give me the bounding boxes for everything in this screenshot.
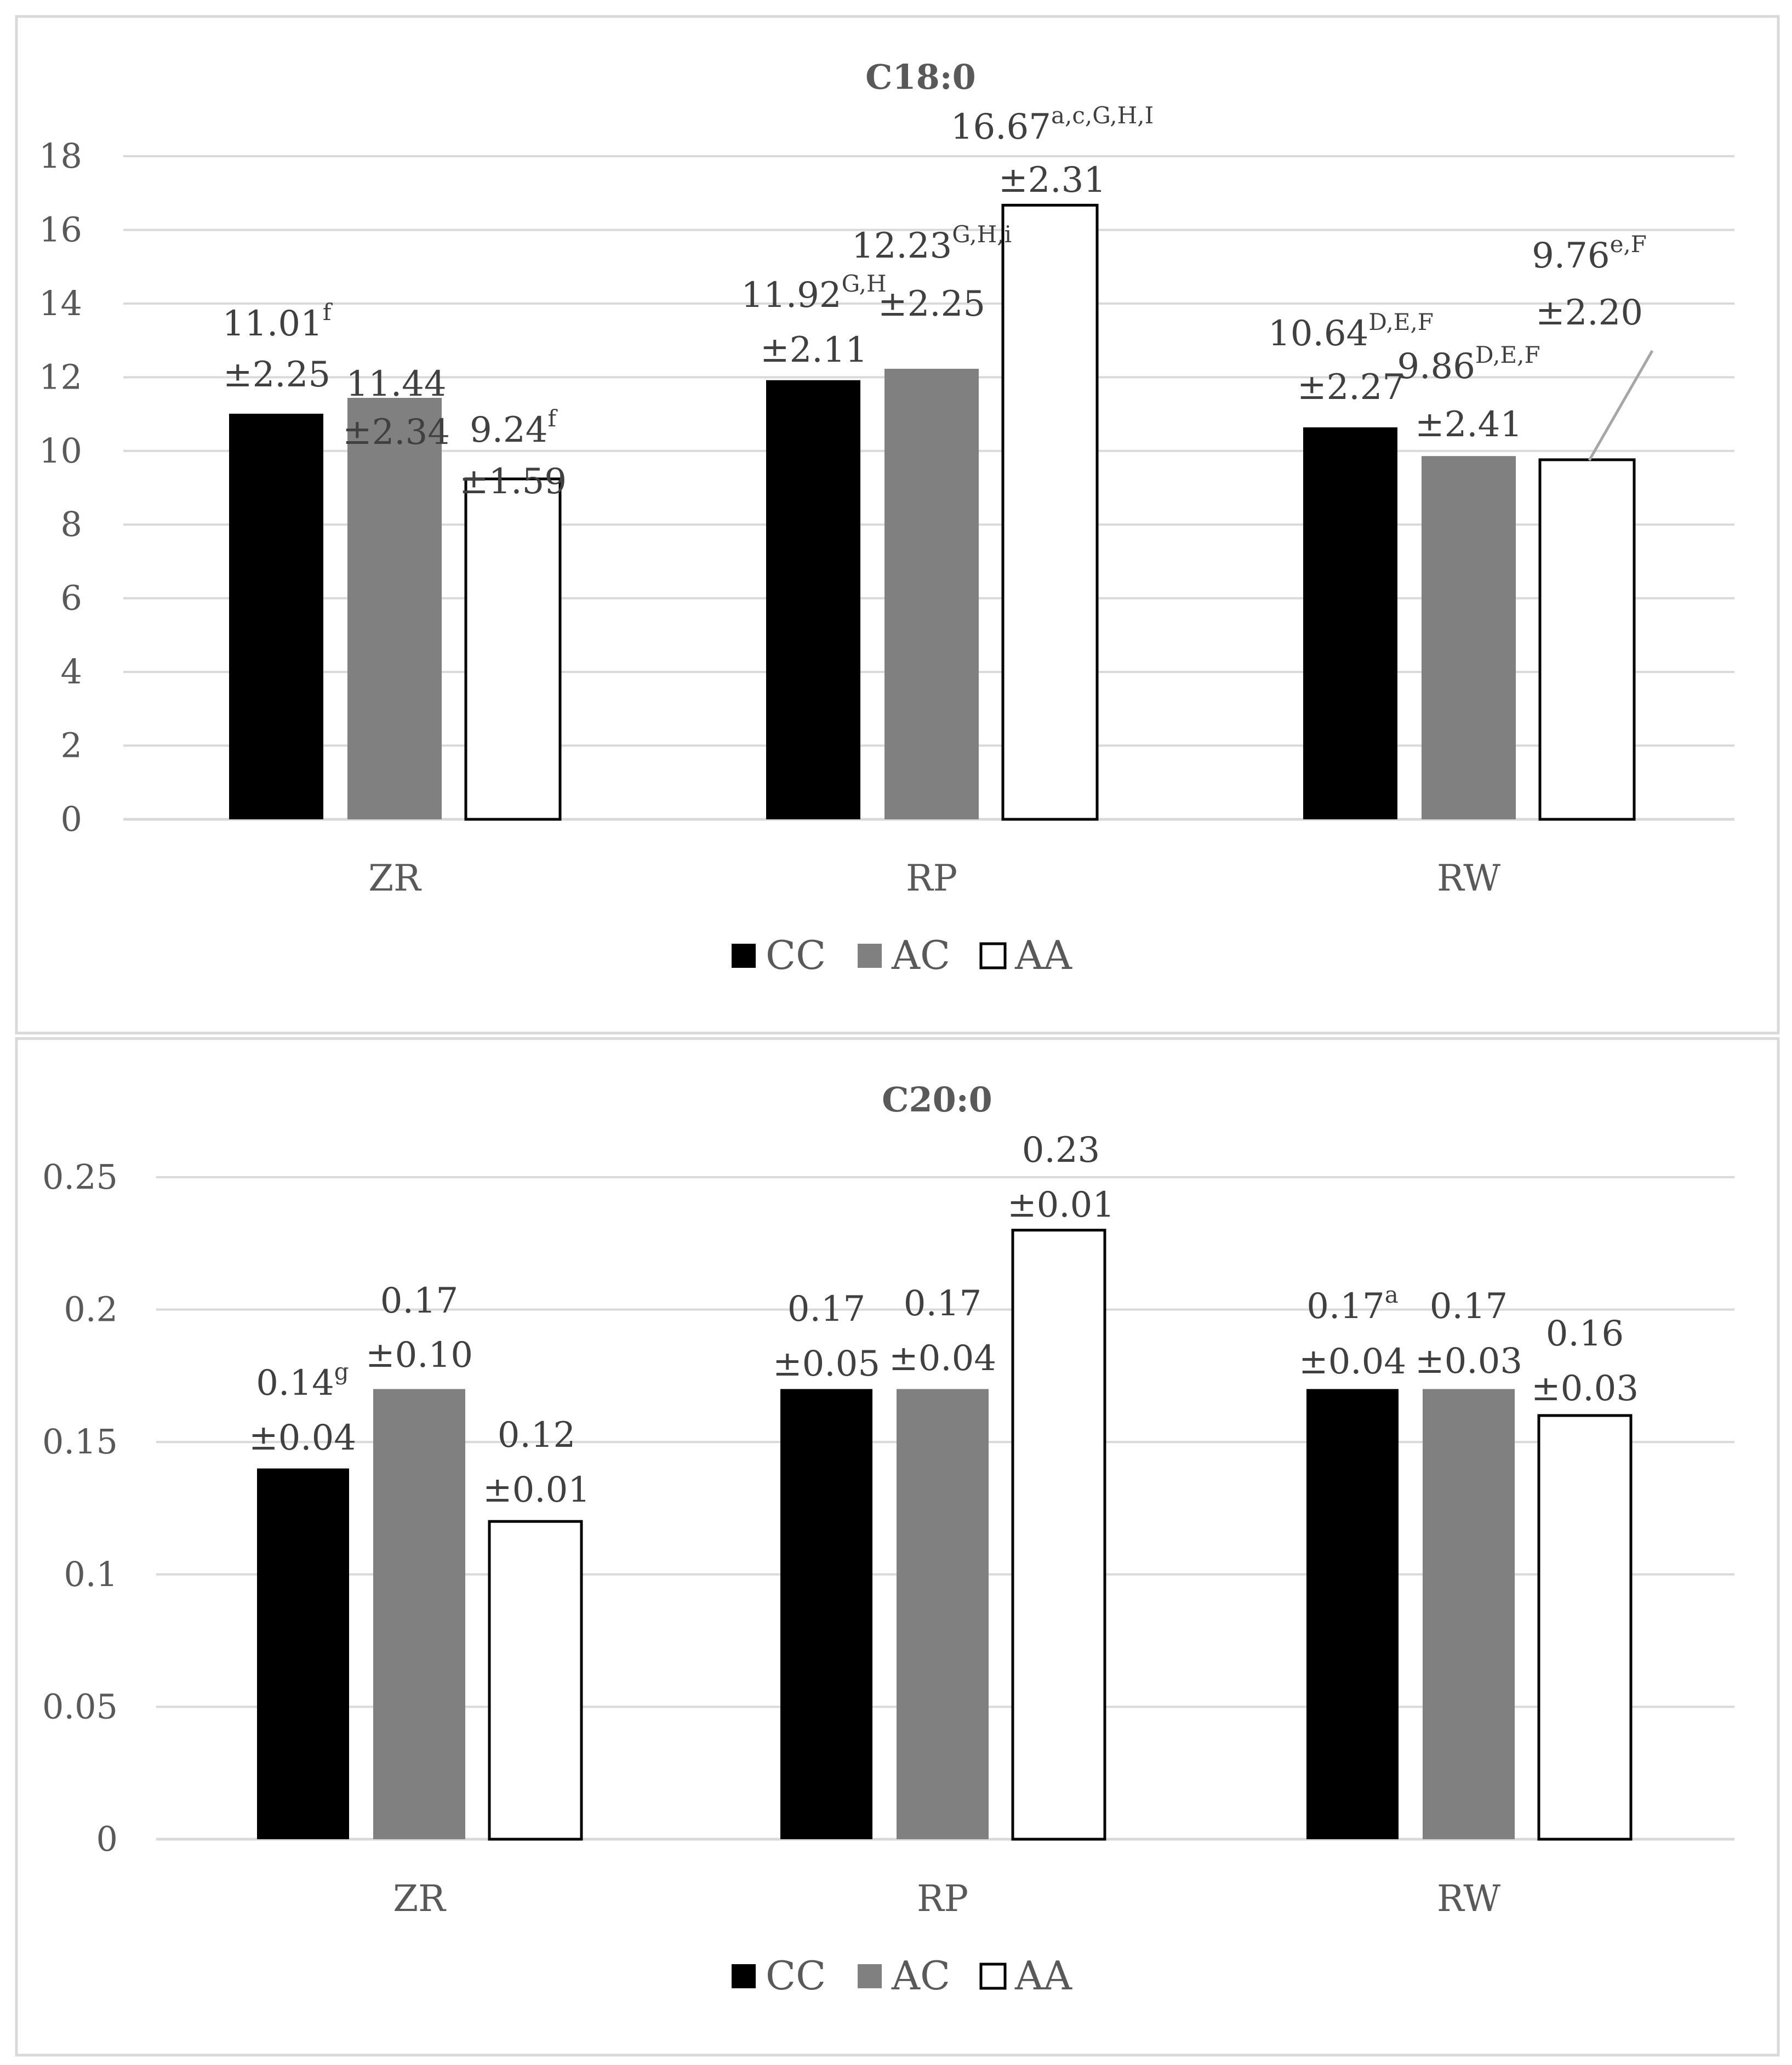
legend-label-cc: CC (766, 1953, 826, 1999)
data-label-value: 11.44 (346, 364, 446, 404)
y-tick-label: 14 (39, 283, 82, 323)
x-category-label: ZR (368, 857, 422, 899)
bar-ac-zr (347, 397, 442, 819)
y-tick-label: 16 (39, 209, 82, 249)
bar-cc-zr (229, 413, 323, 819)
data-label-sd: ±2.25 (878, 284, 985, 324)
legend-swatch-aa (979, 942, 1007, 969)
bar-ac-rw (1422, 456, 1516, 819)
data-label-sd: ±2.31 (998, 160, 1106, 201)
y-tick-label: 0 (96, 1819, 118, 1859)
data-label-sd: ±0.03 (1415, 1341, 1522, 1382)
data-label-value: 0.17 (904, 1284, 982, 1324)
bar-ac-rw (1423, 1389, 1515, 1839)
bar-aa-zr (464, 477, 562, 821)
data-label-value: 9.24f (470, 405, 558, 450)
bar-cc-rp (766, 380, 860, 819)
data-label-sd: ±0.04 (1299, 1342, 1406, 1382)
data-label-value: 0.16 (1546, 1314, 1624, 1354)
data-label-sd: ±0.01 (1007, 1185, 1115, 1225)
data-label-value: 11.01f (222, 299, 333, 344)
bar-ac-rp (897, 1389, 989, 1839)
data-label-sd: ±2.27 (1297, 367, 1405, 408)
data-label-sd: ±0.01 (483, 1470, 590, 1510)
legend-label-ac: AC (891, 1953, 950, 1999)
y-tick-label: 12 (39, 357, 82, 397)
data-label-sd: ±0.05 (773, 1344, 880, 1384)
data-label-sd: ±2.41 (1415, 404, 1522, 445)
y-tick-label: 4 (61, 652, 82, 692)
x-category-label: RW (1437, 1878, 1500, 1920)
bar-cc-zr (257, 1468, 349, 1839)
y-tick-label: 6 (61, 578, 82, 618)
data-label-value: 0.17 (380, 1281, 459, 1321)
legend-swatch-ac (858, 1964, 882, 1988)
legend: CC AC AA (732, 932, 1072, 978)
x-category-label: RP (906, 857, 957, 899)
data-label-sd: ±0.10 (366, 1335, 473, 1376)
bar-aa-zr (488, 1520, 583, 1841)
data-label-sd: ±0.04 (249, 1418, 356, 1458)
legend-label-cc: CC (766, 932, 826, 978)
chart-title: C18:0 (865, 57, 976, 97)
legend-swatch-cc (732, 944, 756, 968)
label-leader-line (1588, 350, 1654, 461)
legend-label-aa: AA (1014, 1953, 1072, 1999)
data-label-value: 0.17 (787, 1289, 866, 1330)
data-label-sd: ±2.34 (343, 412, 450, 453)
data-label-sd: ±0.04 (889, 1338, 996, 1379)
y-tick-label: 0.05 (42, 1686, 118, 1726)
data-label-value: 0.17 (1430, 1286, 1508, 1327)
bar-ac-zr (373, 1389, 465, 1839)
chart-title: C20:0 (882, 1080, 992, 1120)
y-tick-label: 10 (39, 431, 82, 471)
legend-swatch-ac (858, 944, 882, 968)
bar-aa-rp (1001, 203, 1099, 821)
data-label-value: 12.23G,H,i (852, 221, 1012, 266)
x-category-label: ZR (393, 1878, 447, 1920)
data-label-sd: ±0.03 (1531, 1368, 1639, 1409)
data-label-sd: ±2.25 (223, 355, 330, 395)
y-tick-label: 18 (39, 136, 82, 176)
bar-aa-rw (1538, 458, 1636, 821)
legend-swatch-aa (979, 1963, 1007, 1990)
data-label-value: 16.67a,c,G,H,I (951, 102, 1154, 147)
y-tick-label: 0.2 (64, 1290, 118, 1330)
data-label-value: 9.86D,E,F (1397, 341, 1540, 387)
legend-label-aa: AA (1014, 932, 1072, 978)
x-category-label: RP (917, 1878, 968, 1920)
legend-label-ac: AC (891, 932, 950, 978)
data-label-sd: ±2.20 (1536, 293, 1643, 333)
y-tick-label: 8 (61, 504, 82, 544)
data-label-value: 10.64D,E,F (1268, 309, 1434, 354)
bar-cc-rp (780, 1389, 872, 1839)
data-label-value: 9.76e,F (1532, 231, 1647, 276)
data-label-value: 0.23 (1022, 1130, 1100, 1171)
data-label-sd: ±2.11 (760, 330, 868, 370)
y-tick-label: 2 (61, 726, 82, 766)
data-label-value: 0.14g (256, 1358, 349, 1404)
chart-panel-c200: C20:0 0 0.05 0.1 0.15 0.2 0.25 ZR RP RW 0.14g ±0.04… (15, 1037, 1780, 2057)
bar-aa-rp (1011, 1229, 1106, 1841)
data-label-value: 0.17a (1306, 1281, 1399, 1327)
legend: CC AC AA (732, 1953, 1072, 1999)
x-category-label: RW (1437, 857, 1500, 899)
data-label-value: 0.12 (498, 1415, 576, 1456)
data-label-sd: ±1.59 (459, 461, 567, 502)
legend-swatch-cc (732, 1964, 756, 1988)
bar-cc-rw (1306, 1389, 1399, 1839)
bar-aa-rw (1537, 1414, 1633, 1841)
y-tick-label: 0.15 (42, 1422, 118, 1462)
bar-ac-rp (884, 368, 979, 819)
bar-cc-rw (1303, 427, 1397, 819)
y-tick-label: 0 (61, 799, 82, 839)
y-tick-label: 0.1 (64, 1554, 118, 1594)
y-tick-label: 0.25 (42, 1157, 118, 1197)
data-label-value: 11.92G,H (741, 270, 886, 316)
